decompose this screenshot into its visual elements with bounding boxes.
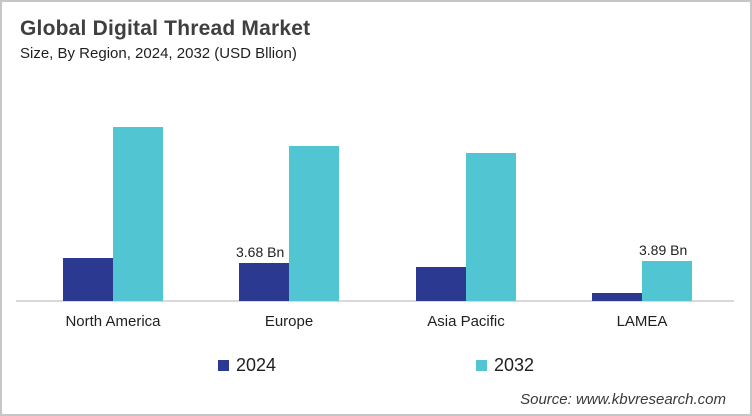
legend-item-2032: 2032	[476, 355, 534, 376]
chart-title: Global Digital Thread Market	[20, 17, 311, 40]
legend: 2024 2032	[2, 355, 750, 376]
data-label-2024-europe: 3.68 Bn	[236, 244, 285, 260]
legend-label-2024: 2024	[235, 355, 276, 375]
chart-subtitle: Size, By Region, 2024, 2032 (USD Bllion)	[20, 45, 297, 62]
bar-2024-europe: 3.68 Bn	[236, 244, 289, 301]
plot-area: 3.68 Bn 3.89 Bn	[2, 2, 750, 302]
x-axis-label-asia-pacific: Asia Pacific	[427, 313, 505, 330]
chart-header: Global Digital Thread Market Size, By Re…	[20, 17, 310, 62]
bar-2032-lamea: 3.89 Bn	[639, 242, 692, 301]
x-axis-label-lamea: LAMEA	[616, 313, 668, 330]
legend-item-2024: 2024	[217, 355, 276, 376]
bar-2032-asia-pacific	[466, 153, 516, 301]
x-axis-line	[16, 300, 734, 302]
bar-2024-asia-pacific	[416, 267, 466, 301]
legend-label-2032: 2032	[494, 355, 535, 375]
legend-swatch-2032	[476, 360, 487, 371]
legend-swatch-2024	[217, 360, 229, 371]
bar-2032-europe	[289, 146, 339, 301]
x-axis-label-europe: Europe	[264, 313, 314, 330]
x-axis-label-north-america: North America	[65, 313, 161, 330]
bar-2032-north-america	[113, 127, 163, 301]
x-axis-labels: North America Europe Asia Pacific LAMEA	[2, 313, 750, 333]
source-credit: Source: www.kbvresearch.com	[520, 391, 726, 408]
bar-2024-lamea	[592, 293, 642, 301]
bar-2024-north-america	[63, 258, 113, 301]
data-label-2032-lamea: 3.89 Bn	[639, 242, 688, 258]
